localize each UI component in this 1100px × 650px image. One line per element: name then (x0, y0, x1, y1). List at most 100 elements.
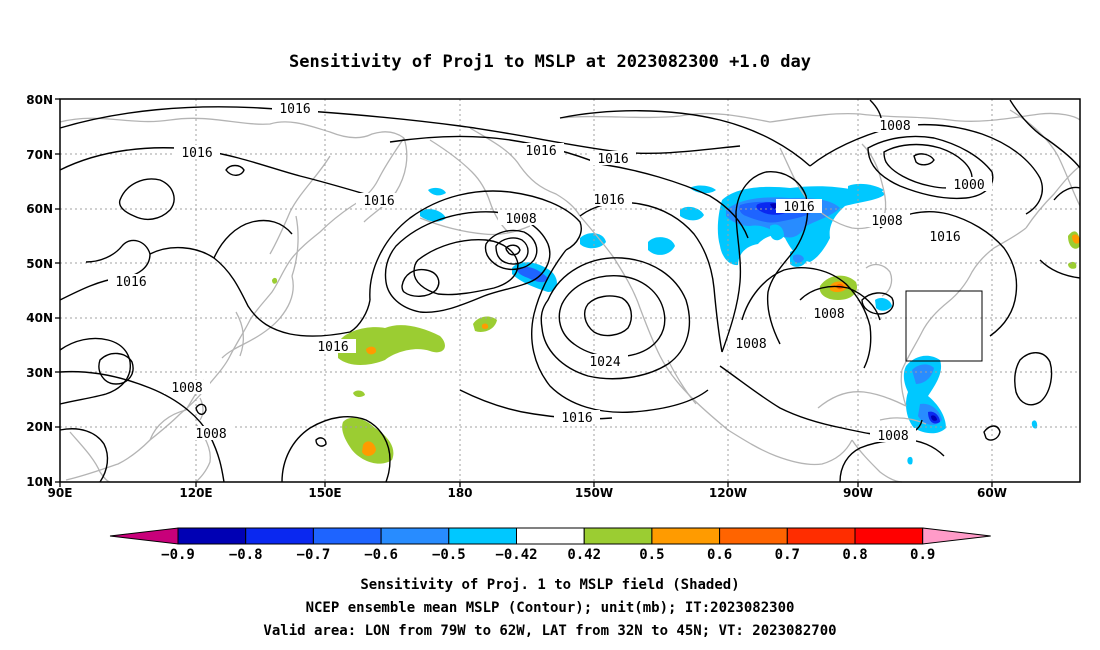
mslp-isobar-1008 (59, 428, 109, 483)
mslp-isobar-1016 (225, 164, 245, 176)
mslp-isobar-1016 (369, 190, 582, 301)
contour-label: 1016 (929, 230, 960, 245)
mslp-isobar-1016 (599, 163, 749, 239)
colorbar-label: −0.42 (495, 547, 537, 563)
mslp-isobar-1024 (558, 275, 666, 358)
colorbar-swatch (719, 527, 788, 545)
colorbar-swatch (177, 527, 247, 545)
sensitivity-patch-pos (272, 277, 278, 284)
coastline-mexico (727, 429, 853, 466)
coastline-japan (221, 275, 294, 359)
sensitivity-patch-neg (428, 187, 446, 196)
coastline-taiwan (199, 397, 204, 421)
lon-tick-label: 150E (308, 486, 341, 500)
contour-label: 1016 (593, 193, 624, 208)
coastline-great-lakes (865, 263, 893, 297)
sensitivity-core-neg (931, 415, 937, 421)
sensitivity-patch-neg (420, 209, 446, 222)
colorbar-end-min (109, 527, 179, 545)
map-frame (59, 98, 1081, 483)
coastline-labrador (1025, 165, 1081, 229)
coastline-baja (667, 359, 697, 405)
coastline-central-america (851, 439, 903, 483)
mslp-isobar-1016 (213, 219, 293, 259)
mslp-isobar-1016 (1053, 186, 1081, 201)
map-panel: 1016 1016 1016 1016 1016 1016 1016 1016 … (59, 98, 1081, 483)
coastline-bering (429, 139, 509, 233)
sensitivity-shading (272, 183, 1080, 465)
sensitivity-patch-pos (353, 390, 365, 398)
figure-title: Sensitivity of Proj1 to MSLP at 20230823… (289, 52, 811, 72)
mslp-isobar-1012 (983, 425, 1001, 441)
sensitivity-patch-neg (848, 183, 884, 197)
coastline-alaska (469, 127, 581, 217)
coastline-okhotsk (269, 155, 331, 255)
mslp-isobar-1004 (413, 238, 519, 296)
contour-label: 1016 (597, 152, 628, 167)
sensitivity-patch-neg (680, 206, 704, 221)
mslp-isobar-1016 (559, 110, 811, 167)
colorbar-label: 0.7 (775, 547, 800, 563)
contour-label: 1008 (813, 307, 844, 322)
contour-label: 1000 (953, 178, 984, 193)
mslp-isobar-1016 (389, 135, 601, 165)
contour-label: 1016 (181, 146, 212, 161)
lon-tick-label: 60W (977, 486, 1007, 500)
mslp-isobar-1008 (721, 171, 809, 353)
colorbar-swatch (786, 527, 856, 545)
mslp-isobar-988 (505, 244, 521, 256)
lon-tick-label: 120E (179, 486, 212, 500)
mslp-isobar-1016 (59, 106, 741, 154)
mslp-isobar-1016 (1039, 259, 1081, 279)
contour-labels: 1016 1016 1016 1016 1016 1016 1016 1016 … (108, 101, 992, 444)
mslp-isobar-1012 (1014, 352, 1053, 406)
lon-tick-label: 150W (575, 486, 613, 500)
contour-label: 1008 (195, 427, 226, 442)
mslp-isobar-1008 (195, 403, 207, 415)
mslp-isobar-1016 (59, 147, 401, 205)
sensitivity-patch-neg (875, 298, 892, 311)
mslp-isobar-1008 (384, 211, 551, 314)
mslp-isobar-1012 (741, 267, 872, 369)
colorbar-swatch (380, 527, 450, 545)
contour-label: 1008 (735, 337, 766, 352)
sensitivity-patch-pos (1068, 261, 1077, 269)
coastline-asia-north (59, 117, 405, 139)
mslp-isobar-1016 (118, 178, 175, 221)
mslp-isobar-1008 (799, 285, 881, 321)
contour-label: 1016 (561, 411, 592, 426)
contour-label: 1008 (171, 381, 202, 396)
sensitivity-patch-neg (1031, 420, 1038, 429)
contour-label: 1024 (589, 355, 620, 370)
mslp-isobar-996 (913, 153, 935, 166)
mslp-isobar-1000 (401, 268, 440, 297)
colorbar-label: −0.9 (161, 547, 195, 563)
lat-tick-label: 70N (26, 148, 53, 162)
colorbar-swatch (245, 527, 314, 545)
contour-label: 1016 (115, 275, 146, 290)
sensitivity-core-pos (1072, 234, 1080, 244)
sensitivity-patch-neg (770, 224, 784, 241)
colorbar-label: −0.8 (229, 547, 263, 563)
mslp-isobar-1008 (809, 123, 1044, 215)
coastline-us-east (901, 227, 1027, 371)
colorbar-swatch (312, 527, 382, 545)
caption-line-3: Valid area: LON from 79W to 62W, LAT fro… (263, 623, 836, 639)
contour-label: 1016 (279, 102, 310, 117)
coastline-indochina (69, 431, 111, 483)
colorbar-label: −0.7 (297, 547, 331, 563)
contour-label: 1008 (879, 119, 910, 134)
coastline-gulf (817, 391, 907, 409)
contour-label: 1016 (317, 340, 348, 355)
colorbar: −0.9 −0.8 −0.7 −0.6 −0.5 −0.42 0.42 0.5 0.6 0.7 0.… (109, 527, 991, 563)
contour-label: 1008 (871, 214, 902, 229)
mslp-isobar-1020 (540, 257, 691, 380)
valid-area-box (905, 290, 983, 362)
lon-axis: 90E 120E 150E 180 150W 120W 90W 60W (48, 482, 1007, 500)
coastline-florida (900, 369, 907, 407)
mslp-isobar-1012 (98, 352, 134, 385)
sensitivity-core-neg (517, 266, 548, 283)
colorbar-end-max (922, 527, 991, 545)
coastline-sakhalin (291, 215, 299, 277)
